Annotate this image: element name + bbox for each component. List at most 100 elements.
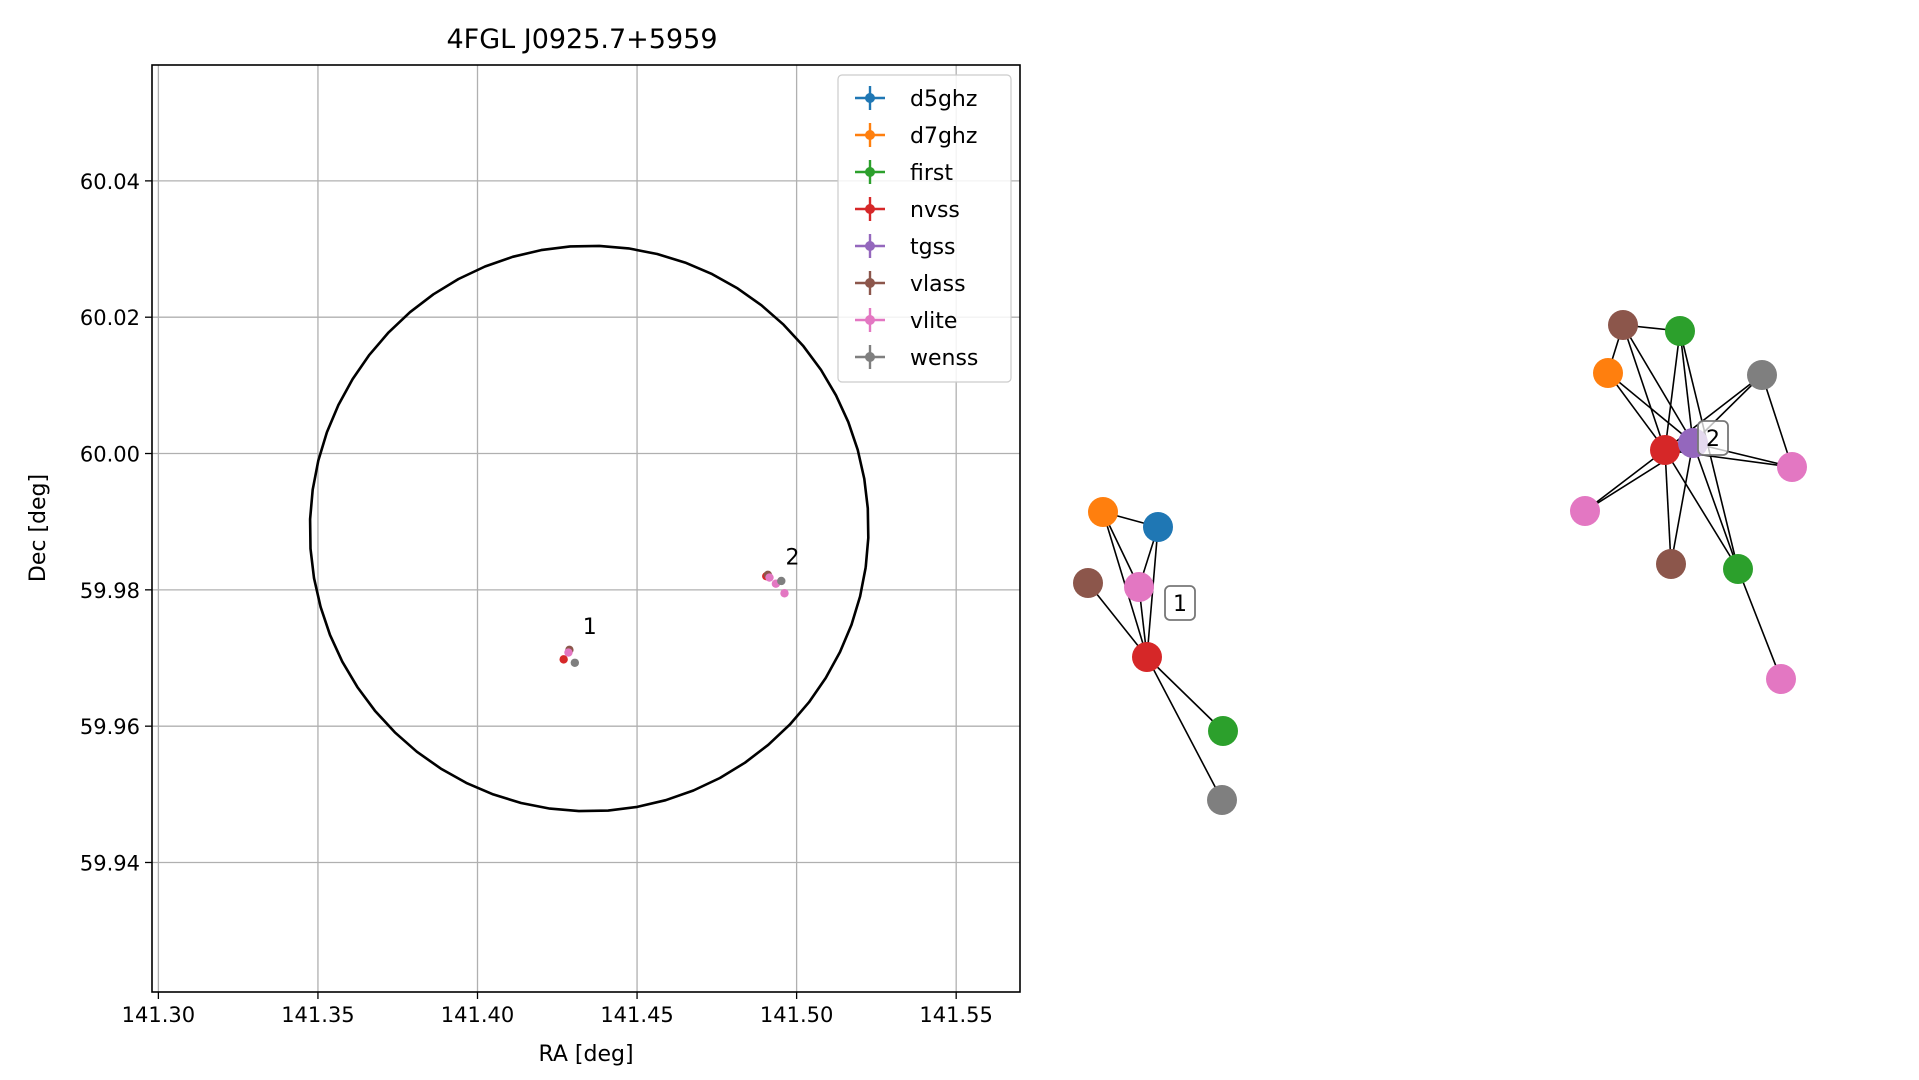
y-tick-label: 60.00 bbox=[80, 443, 140, 467]
graph-node-vlite bbox=[1124, 572, 1154, 602]
graph-edge bbox=[1761, 374, 1793, 468]
localization-ellipse bbox=[308, 244, 870, 813]
data-point-vlite bbox=[780, 589, 789, 598]
legend-marker bbox=[865, 93, 875, 103]
chart-title: 4FGL J0925.7+5959 bbox=[446, 24, 717, 55]
graph-node-first bbox=[1208, 716, 1238, 746]
graph-edge bbox=[1670, 442, 1694, 565]
graph-node-vlite bbox=[1570, 496, 1600, 526]
legend-marker bbox=[865, 167, 875, 177]
source-annotation: 2 bbox=[785, 546, 799, 571]
graph-edge bbox=[1679, 330, 1694, 444]
cluster-label: 1 bbox=[1164, 585, 1196, 621]
cluster-label-box bbox=[1164, 585, 1196, 621]
x-tick-label: 141.40 bbox=[441, 1003, 514, 1027]
graph-node-first bbox=[1665, 316, 1695, 346]
graph-node-nvss bbox=[1132, 642, 1162, 672]
y-tick-label: 60.04 bbox=[80, 170, 140, 194]
graph-node-wenss bbox=[1747, 360, 1777, 390]
nodes-layer bbox=[1073, 310, 1807, 815]
x-ticks: 141.30 141.35 141.40 141.45 141.50 141.55 bbox=[122, 992, 993, 1027]
graph-node-nvss bbox=[1650, 435, 1680, 465]
graph-edge bbox=[1664, 449, 1672, 565]
y-tick-label: 59.96 bbox=[80, 715, 140, 739]
graph-node-wenss bbox=[1207, 785, 1237, 815]
graph-edge bbox=[1622, 324, 1666, 451]
legend-entry-d5ghz: d5ghz bbox=[855, 86, 977, 112]
legend-entry-vlite: vlite bbox=[855, 308, 957, 334]
graph-edge bbox=[1607, 372, 1694, 444]
legend-marker bbox=[865, 352, 875, 362]
legend-entry-d7ghz: d7ghz bbox=[855, 123, 977, 149]
plot-frame bbox=[151, 64, 1021, 993]
legend-label: wenss bbox=[910, 346, 978, 371]
legend-entry-tgss: tgss bbox=[855, 234, 956, 260]
y-ticks: 59.94 59.96 59.98 60.00 60.02 60.04 bbox=[80, 170, 152, 875]
graph-edge bbox=[1607, 372, 1666, 451]
data-point-wenss bbox=[777, 576, 786, 586]
graph-edge bbox=[1737, 568, 1782, 680]
y-tick-label: 59.94 bbox=[80, 851, 140, 875]
x-tick-label: 141.30 bbox=[122, 1003, 195, 1027]
x-axis-label: RA [deg] bbox=[538, 1042, 633, 1067]
graph-edge bbox=[1622, 324, 1694, 444]
legend-label: first bbox=[910, 161, 953, 186]
x-tick-label: 141.35 bbox=[281, 1003, 354, 1027]
graph-node-vlass bbox=[1608, 310, 1638, 340]
legend-marker bbox=[865, 130, 875, 140]
scatter-chart: 4FGL J0925.7+5959 12 141.30 141.35 141.40 1… bbox=[26, 24, 1021, 1067]
data-point-nvss bbox=[559, 655, 568, 664]
legend-marker bbox=[865, 278, 875, 288]
graph-edge bbox=[1584, 449, 1666, 512]
x-tick-label: 141.55 bbox=[919, 1003, 992, 1027]
legend-marker bbox=[865, 241, 875, 251]
legend: d5ghz d7ghz first nvss tgss vlass vlite wenss bbox=[837, 74, 1012, 383]
legend-marker bbox=[865, 204, 875, 214]
graph-edge bbox=[1664, 330, 1681, 451]
graph-node-vlite bbox=[1766, 664, 1796, 694]
legend-label: d5ghz bbox=[910, 87, 977, 112]
points-layer bbox=[559, 570, 789, 667]
graph-node-d7ghz bbox=[1593, 358, 1623, 388]
graph-node-vlass bbox=[1073, 568, 1103, 598]
legend-marker bbox=[865, 315, 875, 325]
source-annotation: 1 bbox=[583, 615, 597, 640]
network-graph: 12 bbox=[1073, 310, 1807, 815]
legend-entry-nvss: nvss bbox=[855, 197, 960, 223]
annotations-layer: 12 bbox=[583, 546, 800, 641]
y-axis-label: Dec [deg] bbox=[26, 474, 51, 582]
graph-node-vlite bbox=[1777, 452, 1807, 482]
graph-node-d5ghz bbox=[1143, 512, 1173, 542]
graph-edge bbox=[1146, 656, 1223, 801]
ellipse-layer bbox=[308, 244, 870, 813]
legend-entry-first: first bbox=[855, 160, 953, 186]
legend-entry-wenss: wenss bbox=[855, 345, 978, 371]
y-tick-label: 59.98 bbox=[80, 579, 140, 603]
cluster-label-text: 1 bbox=[1173, 592, 1187, 617]
legend-entry-vlass: vlass bbox=[855, 271, 966, 297]
cluster-label-text: 2 bbox=[1706, 427, 1720, 452]
cluster-labels: 12 bbox=[1164, 420, 1729, 621]
y-tick-label: 60.02 bbox=[80, 306, 140, 330]
graph-edge bbox=[1664, 449, 1739, 570]
graph-node-vlass bbox=[1656, 549, 1686, 579]
legend-label: nvss bbox=[910, 198, 960, 223]
legend-label: vlite bbox=[910, 309, 957, 334]
legend-box bbox=[837, 74, 1012, 383]
legend-label: vlass bbox=[910, 272, 966, 297]
graph-edge bbox=[1692, 442, 1739, 570]
legend-label: tgss bbox=[910, 235, 956, 260]
x-tick-label: 141.45 bbox=[600, 1003, 673, 1027]
graph-edge bbox=[1146, 656, 1224, 732]
data-point-vlite bbox=[765, 573, 774, 582]
data-point-wenss bbox=[570, 658, 580, 667]
data-point-vlite bbox=[564, 648, 573, 657]
cluster-label: 2 bbox=[1697, 420, 1729, 456]
graph-edge bbox=[1087, 582, 1148, 658]
graph-node-d7ghz bbox=[1088, 497, 1118, 527]
cluster-label-box bbox=[1697, 420, 1729, 456]
x-tick-label: 141.50 bbox=[760, 1003, 833, 1027]
graph-node-first bbox=[1723, 554, 1753, 584]
legend-label: d7ghz bbox=[910, 124, 977, 149]
